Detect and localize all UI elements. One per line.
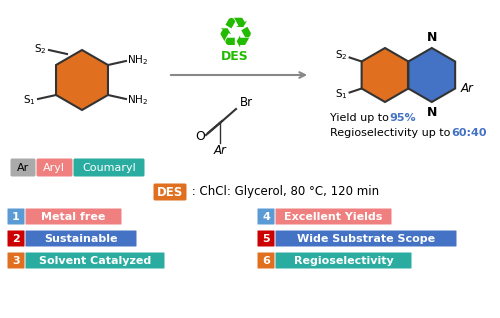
FancyBboxPatch shape bbox=[26, 231, 136, 246]
Text: 1: 1 bbox=[12, 211, 20, 222]
FancyBboxPatch shape bbox=[8, 209, 24, 225]
Text: DES: DES bbox=[157, 185, 183, 198]
FancyBboxPatch shape bbox=[36, 158, 72, 176]
FancyBboxPatch shape bbox=[8, 231, 24, 246]
Text: S$_1$: S$_1$ bbox=[335, 87, 347, 101]
FancyBboxPatch shape bbox=[276, 231, 456, 246]
Text: : ChCl: Glycerol, 80 °C, 120 min: : ChCl: Glycerol, 80 °C, 120 min bbox=[188, 185, 379, 198]
Text: S$_1$: S$_1$ bbox=[24, 93, 36, 107]
FancyBboxPatch shape bbox=[154, 183, 186, 201]
Text: Solvent Catalyzed: Solvent Catalyzed bbox=[39, 255, 151, 266]
FancyBboxPatch shape bbox=[258, 231, 274, 246]
Text: NH$_2$: NH$_2$ bbox=[127, 93, 148, 107]
FancyBboxPatch shape bbox=[276, 252, 411, 268]
Text: N: N bbox=[426, 31, 437, 44]
Text: 60:40: 60:40 bbox=[451, 128, 486, 138]
Text: O: O bbox=[195, 130, 205, 143]
Text: Regioselectivity up to: Regioselectivity up to bbox=[330, 128, 454, 138]
Text: Yield up to: Yield up to bbox=[330, 113, 392, 123]
FancyBboxPatch shape bbox=[8, 252, 24, 268]
FancyBboxPatch shape bbox=[258, 252, 274, 268]
Text: 2: 2 bbox=[12, 233, 20, 244]
Polygon shape bbox=[362, 48, 408, 102]
Text: Metal free: Metal free bbox=[42, 211, 106, 222]
Text: ♻: ♻ bbox=[216, 14, 254, 56]
FancyBboxPatch shape bbox=[276, 209, 392, 225]
Text: Ar: Ar bbox=[460, 82, 473, 95]
Text: NH$_2$: NH$_2$ bbox=[127, 53, 148, 67]
Text: Br: Br bbox=[240, 96, 253, 109]
FancyBboxPatch shape bbox=[26, 209, 122, 225]
Text: 5: 5 bbox=[262, 233, 270, 244]
Polygon shape bbox=[408, 48, 455, 102]
Text: Ar: Ar bbox=[17, 163, 29, 173]
Text: 6: 6 bbox=[262, 255, 270, 266]
Text: Ar: Ar bbox=[214, 144, 226, 157]
FancyBboxPatch shape bbox=[10, 158, 35, 176]
Polygon shape bbox=[56, 50, 108, 110]
Text: Excellent Yields: Excellent Yields bbox=[284, 211, 382, 222]
FancyBboxPatch shape bbox=[258, 209, 274, 225]
Text: Sustainable: Sustainable bbox=[44, 233, 118, 244]
FancyBboxPatch shape bbox=[26, 252, 164, 268]
Text: Regioselectivity: Regioselectivity bbox=[294, 255, 394, 266]
Text: Coumaryl: Coumaryl bbox=[82, 163, 136, 173]
Text: 95%: 95% bbox=[389, 113, 415, 123]
Text: 3: 3 bbox=[12, 255, 20, 266]
Text: Wide Substrate Scope: Wide Substrate Scope bbox=[297, 233, 435, 244]
FancyBboxPatch shape bbox=[74, 158, 144, 176]
Text: Aryl: Aryl bbox=[43, 163, 65, 173]
Text: S$_2$: S$_2$ bbox=[34, 42, 47, 56]
Text: 4: 4 bbox=[262, 211, 270, 222]
Text: DES: DES bbox=[221, 51, 249, 64]
Text: S$_2$: S$_2$ bbox=[335, 49, 347, 62]
Text: N: N bbox=[426, 106, 437, 119]
